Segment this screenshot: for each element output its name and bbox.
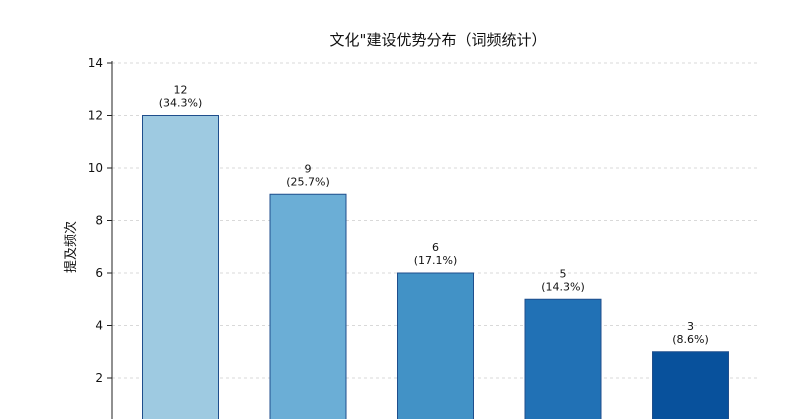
y-tick-label: 8: [95, 214, 103, 228]
y-tick-label: 10: [88, 161, 103, 175]
y-axis-label: 提及频次: [63, 221, 79, 273]
bar-value-label: 5: [560, 267, 567, 280]
y-tick-label: 2: [95, 371, 103, 385]
bars: [142, 115, 729, 419]
y-tick-label: 14: [88, 56, 103, 70]
bar-percent-label: (34.3%): [159, 97, 203, 110]
bar-value-label: 9: [305, 162, 312, 175]
y-tick-label: 6: [95, 266, 103, 280]
y-tick-label: 4: [95, 319, 103, 333]
bar: [397, 272, 474, 419]
bar-value-label: 3: [687, 320, 694, 333]
bar: [142, 115, 219, 419]
bar-labels: 12(34.3%) 9(25.7%) 6(17.1%) 5(14.3%) 3(8.6%): [159, 84, 709, 346]
bar-percent-label: (14.3%): [541, 280, 585, 293]
y-axis: 2 4 6 8 10 12 14: [88, 56, 113, 419]
bar: [524, 298, 602, 419]
bar-value-label: 12: [174, 84, 188, 97]
bar-percent-label: (17.1%): [414, 254, 458, 267]
chart-title: 文化"建设优势分布（词频统计）: [330, 31, 547, 49]
bar-percent-label: (8.6%): [672, 333, 709, 346]
bar-value-label: 6: [432, 241, 439, 254]
bar: [269, 193, 347, 419]
y-tick-label: 12: [88, 109, 103, 123]
bar-percent-label: (25.7%): [286, 175, 330, 188]
bar: [652, 351, 729, 419]
